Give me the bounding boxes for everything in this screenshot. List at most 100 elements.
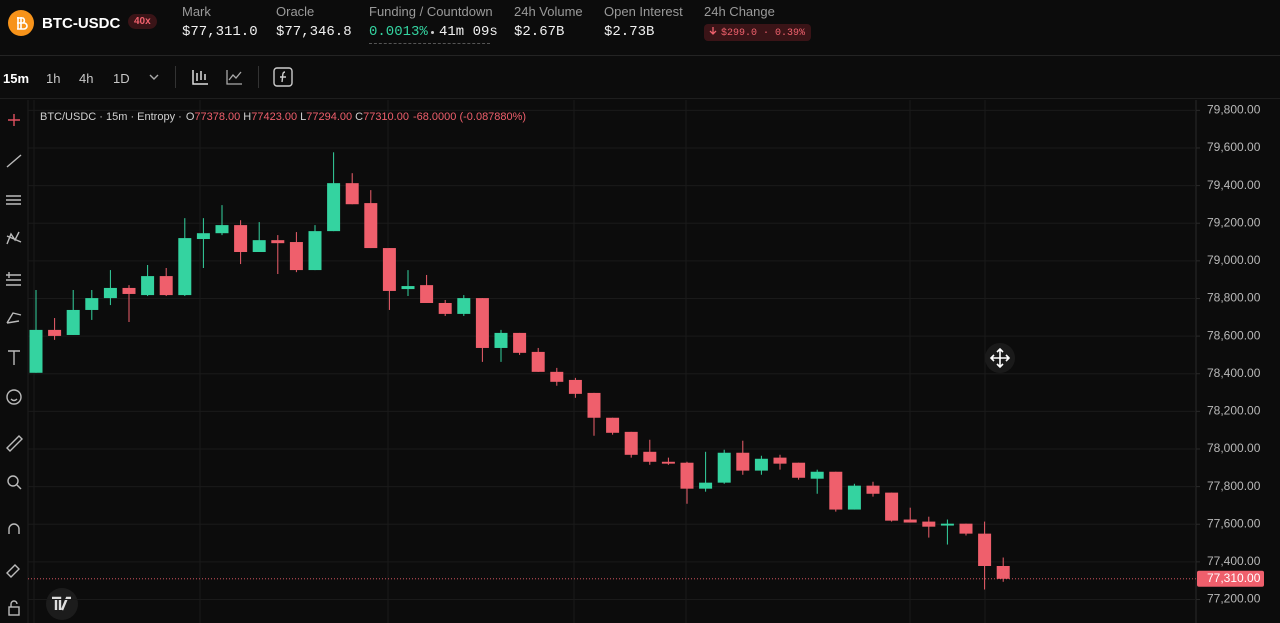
candle-body — [345, 183, 359, 205]
stat-label: Open Interest — [604, 4, 683, 19]
legend-key: C — [355, 111, 363, 123]
move-cursor — [985, 343, 1015, 373]
y-tick-label: 79,800.00 — [1207, 103, 1261, 117]
y-tick-label: 78,000.00 — [1207, 441, 1261, 455]
candle-body — [327, 183, 341, 232]
change-badge: $299.0 · 0.39% — [704, 24, 812, 41]
candle-body — [568, 379, 582, 394]
candle-body — [85, 298, 99, 310]
function-button[interactable] — [272, 66, 294, 88]
y-tick-label: 79,000.00 — [1207, 253, 1261, 267]
y-tick-label: 78,200.00 — [1207, 404, 1261, 418]
tradingview-logo — [46, 588, 78, 620]
interval-button[interactable]: 1h — [46, 71, 61, 86]
candle-body — [680, 462, 694, 489]
legend-title: BTC/USDC · 15m · Entropy · — [40, 111, 182, 123]
candle-body — [606, 417, 620, 433]
candle-body — [494, 332, 508, 348]
separator — [258, 66, 259, 88]
arrow-shape — [709, 27, 717, 35]
stat-value: $2.73B — [604, 24, 655, 40]
last-price-box — [1197, 570, 1264, 587]
y-tick-label: 78,400.00 — [1207, 366, 1261, 380]
legend-key: H — [243, 111, 251, 123]
candle-body — [643, 451, 657, 462]
interval-button[interactable]: 4h — [79, 71, 94, 86]
candle-body — [196, 233, 210, 240]
toolbar: 15m 1h 4h 1D — [0, 56, 1280, 99]
candle-body — [661, 461, 675, 464]
btc-icon — [8, 10, 34, 36]
candle-body — [829, 471, 843, 510]
candle-body — [438, 302, 452, 314]
candle-body — [48, 329, 62, 336]
candle-body — [252, 240, 266, 253]
stat-value: $2.67B — [514, 24, 565, 40]
interval-dropdown[interactable] — [145, 68, 163, 86]
legend-key: O — [186, 111, 195, 123]
candle-body — [234, 225, 248, 253]
stat-label: 24h Volume — [514, 4, 583, 19]
indicators-button[interactable] — [224, 68, 244, 86]
stat-label: 24h Change — [704, 4, 775, 19]
candle-body — [996, 565, 1010, 579]
change-value: $299.0 · 0.39% — [721, 28, 806, 39]
candle-type-button[interactable] — [190, 68, 210, 86]
stat-value: $77,346.8 — [276, 24, 352, 40]
candle-body — [141, 276, 155, 296]
candle-body — [66, 309, 80, 335]
price-chart: BTC/USDC · 15m · Entropy · O77378.00 H7742… — [6, 100, 1264, 623]
drawing-tools[interactable] — [6, 114, 23, 616]
countdown: 41m 09s — [439, 24, 498, 40]
candle-body — [531, 351, 545, 372]
candle-body — [178, 238, 192, 296]
y-tick-label: 78,800.00 — [1207, 291, 1261, 305]
last-price-label: 77,310.00 — [1207, 571, 1261, 585]
candle-body — [866, 485, 880, 494]
candle-body — [922, 521, 936, 527]
candle-body — [940, 523, 954, 526]
legend-value: 77294.00 — [306, 111, 352, 123]
y-tick-label: 77,800.00 — [1207, 479, 1261, 493]
candle-body — [215, 225, 229, 234]
candle-body — [624, 431, 638, 455]
candle-body — [978, 533, 992, 566]
legend-value: 77378.00 — [194, 111, 240, 123]
candle-body — [475, 298, 489, 348]
interval-button[interactable]: 1D — [113, 71, 130, 86]
candle-body — [29, 329, 43, 373]
down-arrow — [709, 27, 717, 35]
stat-value: $77,311.0 — [182, 24, 258, 40]
underline — [369, 43, 490, 44]
leverage-badge[interactable]: 40x — [128, 14, 157, 29]
legend-value: 77423.00 — [251, 111, 297, 123]
y-tick-label: 79,200.00 — [1207, 215, 1261, 229]
legend-change: -68.0000 (-0.087880%) — [413, 111, 526, 123]
time-grid — [33, 100, 986, 623]
y-tick-label: 79,400.00 — [1207, 178, 1261, 192]
candle-body — [271, 240, 285, 244]
funding-rate: 0.0013% — [369, 24, 428, 40]
legend-value: 77310.00 — [363, 111, 409, 123]
candle-body — [587, 392, 601, 418]
market-header: BTC-USDC 40x Mark $77,311.0 Oracle $77,346.… — [0, 0, 1280, 56]
candle-body — [103, 287, 117, 299]
interval-button[interactable]: 15m — [3, 71, 30, 86]
y-tick-label: 79,600.00 — [1207, 140, 1261, 154]
candle-body — [289, 242, 303, 271]
candle-body — [122, 287, 136, 294]
candle-body — [717, 452, 731, 483]
dot — [431, 31, 434, 34]
candle-body — [810, 471, 824, 479]
y-tick-label: 77,400.00 — [1207, 554, 1261, 568]
candle-body — [159, 276, 173, 296]
candle-body — [773, 457, 787, 464]
stat-label: Oracle — [276, 4, 315, 19]
stat-label: Funding / Countdown — [369, 4, 493, 19]
candle-body — [382, 248, 396, 291]
candle-body — [457, 298, 471, 314]
separator — [175, 66, 176, 88]
pair-name[interactable]: BTC-USDC — [42, 15, 121, 32]
candle-body — [959, 523, 973, 534]
